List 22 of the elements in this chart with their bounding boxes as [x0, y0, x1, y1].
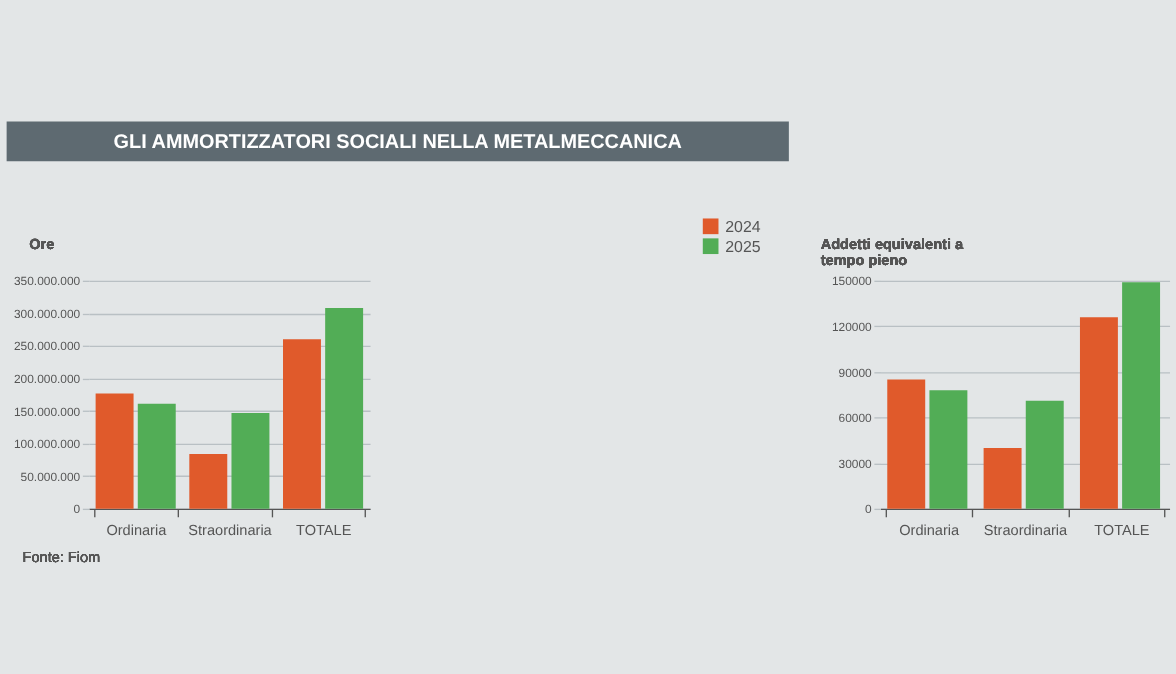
x-tick-label: Ordinaria	[899, 520, 962, 539]
bar	[887, 379, 926, 509]
bar	[283, 339, 321, 509]
x-tick-label: TOTALE	[296, 520, 352, 539]
bar	[1079, 317, 1118, 509]
x-tick-label: TOTALE	[1094, 520, 1150, 539]
x-tick-label: Straordinaria	[188, 520, 274, 539]
bar	[1122, 282, 1161, 509]
bar	[1025, 400, 1064, 509]
bar	[189, 453, 228, 509]
bar	[983, 447, 1022, 509]
bar	[325, 308, 364, 509]
x-tick-label: Ordinaria	[106, 520, 169, 539]
source-note: Fonte: Fiom	[22, 547, 101, 566]
bar	[231, 412, 270, 509]
y-axis-title: Addetti equivalenti a tempo pieno	[820, 234, 965, 269]
chart-title: GLI AMMORTIZZATORI SOCIALI NELLA METALMECCANICA	[113, 132, 682, 155]
y-axis-title: Ore	[29, 234, 55, 253]
bar	[137, 403, 176, 509]
bar	[929, 390, 968, 509]
bar	[95, 393, 134, 509]
x-tick-label: Straordinaria	[983, 520, 1070, 539]
